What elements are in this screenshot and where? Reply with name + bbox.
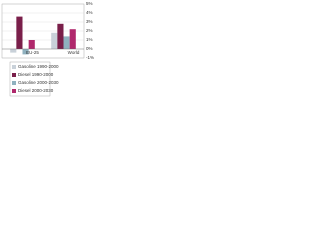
legend-label: Gasoline 1990-2000 bbox=[18, 64, 59, 69]
bar bbox=[10, 49, 17, 53]
legend-label: Diesel 1990-2000 bbox=[18, 72, 54, 77]
legend-swatch bbox=[12, 81, 16, 85]
bar bbox=[51, 32, 58, 49]
y-tick-label: 5% bbox=[86, 1, 93, 6]
y-tick-label: 0% bbox=[86, 46, 93, 51]
bar bbox=[28, 40, 35, 49]
bar bbox=[16, 16, 23, 50]
bar bbox=[69, 29, 76, 49]
legend-label: Gasoline 2000-2030 bbox=[18, 80, 59, 85]
x-tick-label: World bbox=[68, 50, 80, 55]
y-tick-label: 3% bbox=[86, 19, 93, 24]
bar bbox=[22, 49, 29, 55]
x-tick-label: EU-25 bbox=[26, 50, 39, 55]
legend-swatch bbox=[12, 65, 16, 69]
y-tick-label: 2% bbox=[86, 28, 93, 33]
legend-label: Diesel 2000-2030 bbox=[18, 88, 54, 93]
legend-swatch bbox=[12, 73, 16, 77]
legend-box bbox=[9, 61, 51, 97]
legend-swatch bbox=[12, 89, 16, 93]
bar bbox=[57, 23, 64, 49]
y-tick-label: 4% bbox=[86, 10, 93, 15]
y-tick-label: 1% bbox=[86, 37, 93, 42]
chart: -1% 0% 1% 2% 3% 4% 5% EU-25 World Gasoline 1990-2… bbox=[1, 1, 94, 97]
y-tick-label: -1% bbox=[86, 55, 94, 60]
bar bbox=[63, 36, 70, 49]
